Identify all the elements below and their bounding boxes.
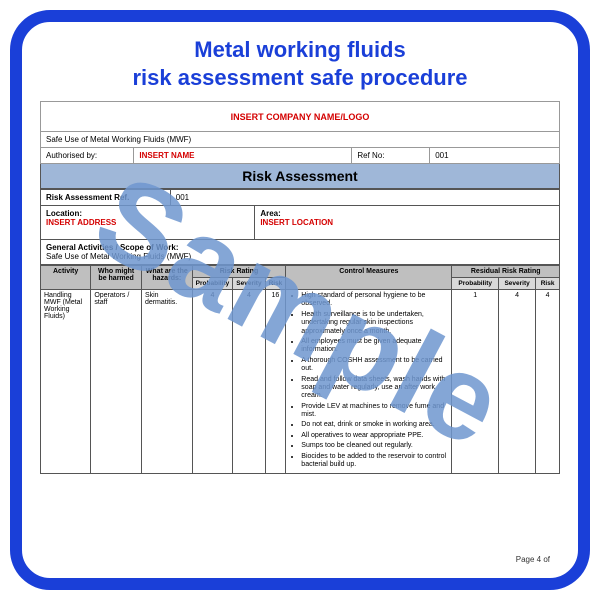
col-who: Who might be harmed — [91, 266, 142, 290]
measure-bullet: Health surveillance is to be undertaken,… — [301, 311, 448, 336]
cell-who: Operators / staff — [91, 290, 142, 474]
measure-bullet: Biocides to be added to the reservoir to… — [301, 453, 448, 470]
area-value: INSERT LOCATION — [260, 218, 333, 227]
cell-s2: 4 — [499, 290, 536, 474]
title-line-1: Metal working fluids — [194, 37, 405, 62]
risk-assessment-banner: Risk Assessment — [40, 164, 560, 189]
measure-bullet: All employees must be given adequate inf… — [301, 338, 448, 355]
measure-bullet: All operatives to wear appropriate PPE. — [301, 432, 448, 440]
col-sev-1: Severity — [233, 278, 265, 290]
document-preview: INSERT COMPANY NAME/LOGO Safe Use of Met… — [40, 101, 560, 474]
cell-r2: 4 — [536, 290, 560, 474]
ra-ref-label: Risk Assessment Ref. — [46, 193, 129, 202]
measure-bullet: High standard of personal hygiene to be … — [301, 292, 448, 309]
meta-table: Risk Assessment Ref. 001 Location: INSER… — [40, 189, 560, 265]
risk-table: Activity Who might be harmed What are th… — [40, 265, 560, 474]
measure-bullet: Provide LEV at machines to remove fume a… — [301, 403, 448, 420]
cell-s1: 4 — [233, 290, 265, 474]
col-risk-2: Risk — [536, 278, 560, 290]
col-measures: Control Measures — [286, 266, 452, 290]
location-value: INSERT ADDRESS — [46, 218, 116, 227]
measure-bullet: A thorough COSHH assessment to be carrie… — [301, 357, 448, 374]
col-hazards: What are the hazards: — [141, 266, 192, 290]
ra-ref-value: 001 — [170, 190, 559, 206]
cell-p2: 1 — [452, 290, 499, 474]
page-footer: Page 4 of — [516, 555, 550, 564]
title-line-2: risk assessment safe procedure — [132, 65, 467, 90]
cell-activity: Handling MWF (Metal Working Fluids) — [41, 290, 91, 474]
authorised-value: INSERT NAME — [134, 148, 352, 164]
col-risk-1: Risk — [265, 278, 286, 290]
page-title: Metal working fluids risk assessment saf… — [22, 22, 578, 101]
ref-value: 001 — [430, 148, 560, 164]
measure-bullet: Sumps too be cleaned out regularly. — [301, 442, 448, 450]
card-frame: Metal working fluids risk assessment saf… — [10, 10, 590, 590]
col-risk-rating: Risk Rating — [192, 266, 286, 278]
cell-hazard: Skin dermatitis. — [141, 290, 192, 474]
col-prob-1: Probability — [192, 278, 233, 290]
col-residual: Residual Risk Rating — [452, 266, 560, 278]
cell-r1: 16 — [265, 290, 286, 474]
col-sev-2: Severity — [499, 278, 536, 290]
area-label: Area: — [260, 209, 280, 218]
col-activity: Activity — [41, 266, 91, 290]
cell-p1: 4 — [192, 290, 233, 474]
doc-title: Safe Use of Metal Working Fluids (MWF) — [41, 132, 560, 148]
measure-bullet: Do not eat, drink or smoke in working ar… — [301, 421, 448, 429]
company-logo-placeholder: INSERT COMPANY NAME/LOGO — [41, 102, 560, 132]
ref-label: Ref No: — [352, 148, 430, 164]
table-row: Handling MWF (Metal Working Fluids) Oper… — [41, 290, 560, 474]
col-prob-2: Probability — [452, 278, 499, 290]
location-label: Location: — [46, 209, 82, 218]
scope-value: Safe Use of Metal Working Fluids (MWF) — [46, 252, 191, 261]
scope-label: General Activities / Scope of Work: — [46, 243, 178, 252]
doc-header-table: INSERT COMPANY NAME/LOGO Safe Use of Met… — [40, 101, 560, 164]
cell-measures: High standard of personal hygiene to be … — [286, 290, 452, 474]
authorised-label: Authorised by: — [41, 148, 134, 164]
measure-bullet: Read and follow data sheets, wash hands … — [301, 376, 448, 401]
